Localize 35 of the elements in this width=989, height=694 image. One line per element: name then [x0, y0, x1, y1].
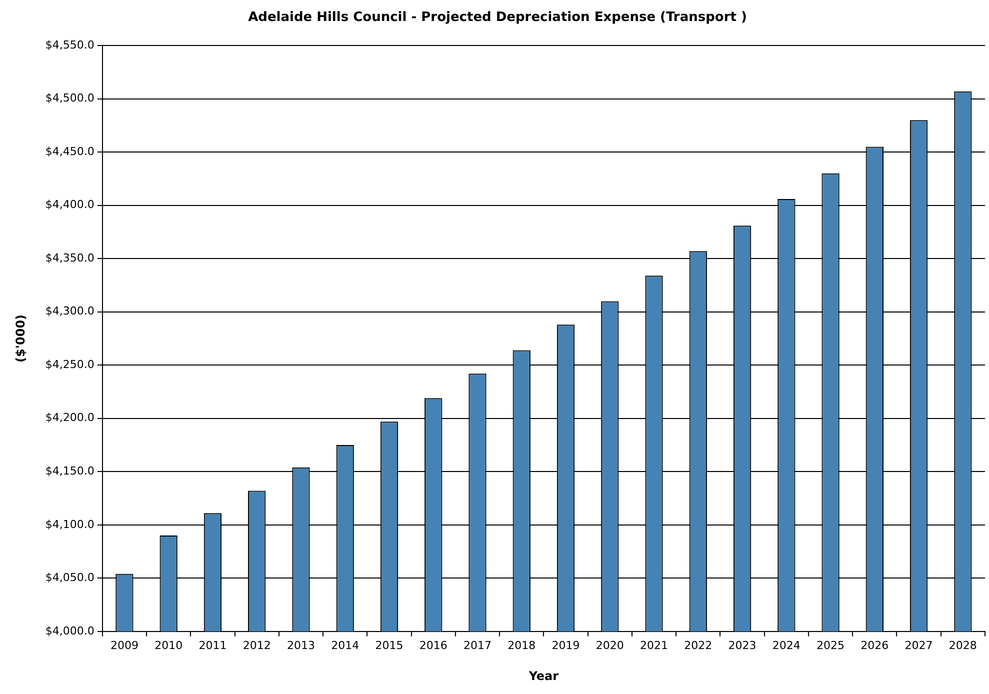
x-tick-label: 2028	[948, 638, 977, 652]
x-tick-label: 2025	[816, 638, 845, 652]
y-tick-label: $4,000.0	[45, 624, 94, 638]
x-tick-label: 2017	[463, 638, 492, 652]
y-tick-label: $4,150.0	[45, 464, 94, 478]
y-tick-label: $4,200.0	[45, 411, 94, 424]
y-tick-label: $4,350.0	[45, 251, 94, 264]
x-tick-label: 2016	[419, 638, 448, 652]
x-axis-title: Year	[528, 668, 559, 683]
y-tick-label: $4,550.0	[45, 38, 94, 52]
y-tick-label: $4,300.0	[45, 304, 94, 318]
x-tick-label: 2026	[860, 638, 889, 652]
x-tick-label: 2015	[375, 638, 404, 652]
y-tick-label: $4,050.0	[45, 571, 94, 584]
x-tick-label: 2009	[110, 638, 138, 652]
x-tick-label: 2022	[684, 638, 712, 652]
x-tick-label: 2027	[904, 638, 933, 652]
chart-title: Adelaide Hills Council - Projected Depreciation Expense (Transport )	[248, 10, 747, 26]
y-tick-label: $4,500.0	[45, 92, 94, 105]
x-tick-label: 2010	[154, 638, 183, 652]
x-tick-label: 2024	[772, 638, 800, 652]
y-tick-label: $4,100.0	[45, 518, 94, 531]
y-tick-label: $4,250.0	[45, 358, 94, 371]
x-tick-label: 2021	[640, 638, 668, 652]
x-tick-label: 2012	[242, 638, 271, 652]
x-tick-label: 2020	[596, 638, 624, 652]
x-tick-label: 2019	[552, 638, 580, 652]
x-tick-label: 2014	[331, 638, 360, 652]
x-tick-label: 2013	[286, 638, 315, 652]
x-tick-label: 2011	[198, 638, 227, 652]
y-tick-label: $4,400.0	[45, 198, 94, 212]
y-axis-title: ($'000)	[13, 314, 28, 363]
y-tick-label: $4,450.0	[45, 144, 94, 158]
x-tick-label: 2023	[728, 638, 756, 652]
x-tick-label: 2018	[508, 638, 536, 652]
